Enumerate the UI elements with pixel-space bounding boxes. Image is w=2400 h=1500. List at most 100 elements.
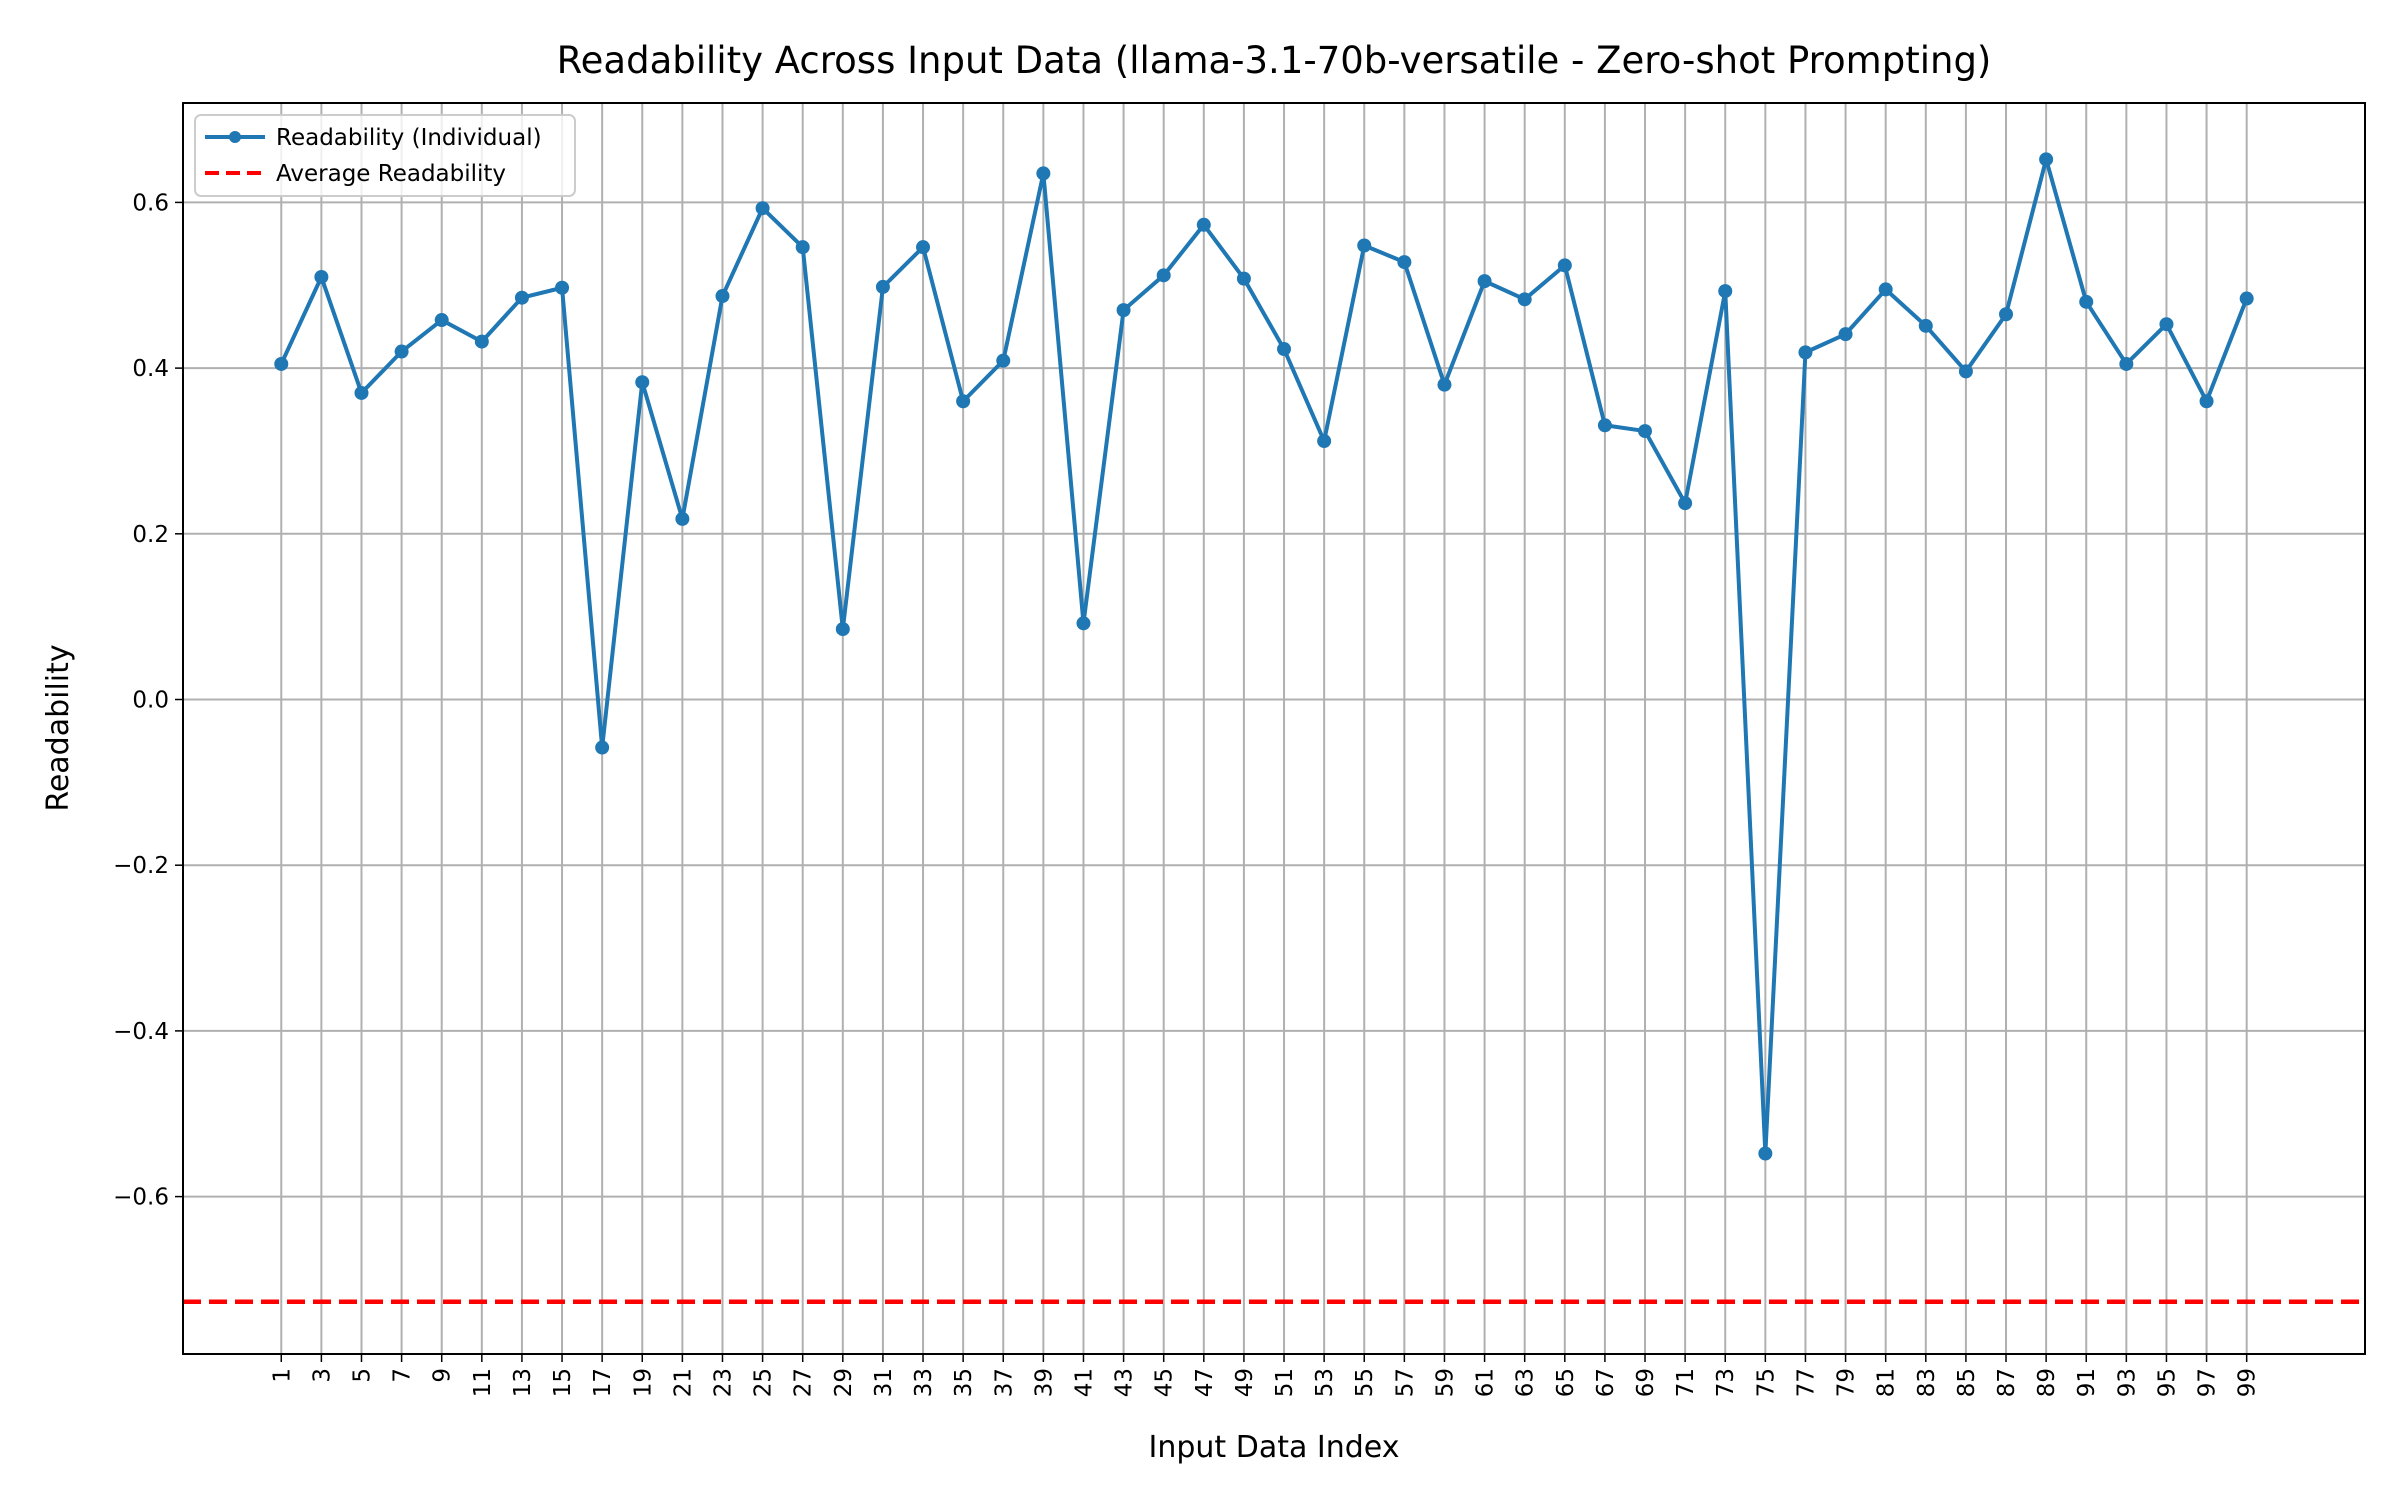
x-tick-label: 21: [670, 1368, 696, 1397]
readability-point: [675, 511, 690, 526]
readability-point: [875, 279, 890, 294]
x-tick-label: 47: [1192, 1368, 1218, 1397]
x-tick-label: 31: [871, 1368, 897, 1397]
chart-title: Readability Across Input Data (llama-3.1…: [557, 39, 1992, 82]
readability-point: [2239, 291, 2254, 306]
y-tick-label: −0.6: [113, 1185, 169, 1211]
x-tick-label: 23: [710, 1368, 736, 1397]
readability-point: [996, 353, 1011, 368]
readability-point: [1196, 217, 1211, 232]
x-tick-label: 57: [1392, 1368, 1418, 1397]
readability-point: [1999, 307, 2014, 322]
readability-point: [835, 622, 850, 637]
x-tick-label: 73: [1713, 1368, 1739, 1397]
x-tick-label: 3: [309, 1368, 335, 1383]
readability-point: [2119, 356, 2134, 371]
x-tick-label: 87: [1994, 1368, 2020, 1397]
x-tick-label: 91: [2074, 1368, 2100, 1397]
readability-point: [1758, 1146, 1773, 1161]
readability-point: [274, 356, 289, 371]
readability-point: [1638, 424, 1653, 439]
legend-label-average: Average Readability: [276, 161, 506, 187]
x-tick-label: 71: [1673, 1368, 1699, 1397]
x-tick-label: 5: [349, 1368, 375, 1383]
readability-point: [1878, 282, 1893, 297]
x-tick-label: 99: [2235, 1368, 2261, 1397]
readability-point: [595, 740, 610, 755]
legend-label-individual: Readability (Individual): [276, 125, 542, 151]
y-tick-label: 0.6: [132, 190, 169, 216]
y-tick-label: −0.2: [113, 853, 169, 879]
readability-point: [1718, 284, 1733, 299]
readability-point: [956, 394, 971, 409]
x-axis-ticks: 1 3 5 7 9 11 13 15 17 19 21 23 25 27 29 31 33 35 37 39 41 43 4…: [269, 1354, 2261, 1397]
x-tick-label: 43: [1112, 1368, 1138, 1397]
x-tick-label: 29: [831, 1368, 857, 1397]
readability-point: [1597, 418, 1612, 433]
readability-point: [1477, 274, 1492, 289]
readability-point: [1116, 303, 1131, 318]
x-tick-label: 79: [1834, 1368, 1860, 1397]
x-tick-label: 25: [751, 1368, 777, 1397]
x-tick-label: 15: [550, 1368, 576, 1397]
x-tick-label: 63: [1513, 1368, 1539, 1397]
readability-point: [394, 344, 409, 359]
readability-point: [514, 290, 529, 305]
x-tick-label: 53: [1312, 1368, 1338, 1397]
x-tick-label: 51: [1272, 1368, 1298, 1397]
x-tick-label: 17: [590, 1368, 616, 1397]
readability-point: [1678, 496, 1693, 511]
readability-point: [2159, 317, 2174, 332]
series-layer: [274, 152, 2254, 1161]
grid: [183, 103, 2365, 1354]
readability-point: [1357, 238, 1372, 253]
x-tick-label: 61: [1473, 1368, 1499, 1397]
readability-point: [2199, 394, 2214, 409]
readability-point: [795, 240, 810, 255]
readability-point: [2039, 152, 2054, 167]
x-tick-label: 77: [1793, 1368, 1819, 1397]
readability-point: [635, 375, 650, 390]
x-tick-label: 59: [1432, 1368, 1458, 1397]
plot-frame: [182, 102, 2366, 1355]
y-tick-label: −0.4: [113, 1019, 169, 1045]
readability-point: [1838, 327, 1853, 342]
x-tick-label: 97: [2195, 1368, 2221, 1397]
readability-point: [1156, 268, 1171, 283]
x-tick-label: 39: [1031, 1368, 1057, 1397]
x-tick-label: 1: [269, 1368, 295, 1383]
readability-point: [1317, 434, 1332, 449]
readability-point: [1036, 166, 1051, 181]
x-tick-label: 69: [1633, 1368, 1659, 1397]
legend-box: [194, 114, 576, 197]
x-tick-label: 37: [991, 1368, 1017, 1397]
readability-point: [755, 201, 770, 216]
x-tick-label: 35: [951, 1368, 977, 1397]
x-axis-label: Input Data Index: [1149, 1430, 1400, 1465]
x-tick-label: 11: [470, 1368, 496, 1397]
readability-point: [1397, 255, 1412, 270]
y-axis-ticks: −0.6 −0.4 −0.2 0.0 0.2 0.4 0.6: [113, 190, 183, 1211]
legend: Readability (Individual) Average Readabi…: [194, 114, 576, 197]
readability-series-line: [279, 157, 2249, 1156]
y-axis-label: Readability: [41, 644, 76, 811]
y-tick-label: 0.2: [132, 522, 169, 548]
readability-point: [1517, 292, 1532, 307]
x-tick-label: 7: [390, 1368, 416, 1383]
x-tick-label: 13: [510, 1368, 536, 1397]
readability-point: [1076, 616, 1091, 631]
x-tick-label: 49: [1232, 1368, 1258, 1397]
readability-point: [1798, 345, 1813, 360]
x-tick-label: 83: [1914, 1368, 1940, 1397]
y-tick-label: 0.0: [132, 688, 169, 714]
x-tick-label: 41: [1071, 1368, 1097, 1397]
readability-point: [1437, 377, 1452, 392]
x-tick-label: 85: [1954, 1368, 1980, 1397]
x-tick-label: 75: [1753, 1368, 1779, 1397]
readability-point: [354, 385, 369, 400]
legend-marker-individual: [229, 131, 241, 143]
x-tick-label: 95: [2154, 1368, 2180, 1397]
x-tick-label: 81: [1874, 1368, 1900, 1397]
y-tick-label: 0.4: [132, 356, 169, 382]
